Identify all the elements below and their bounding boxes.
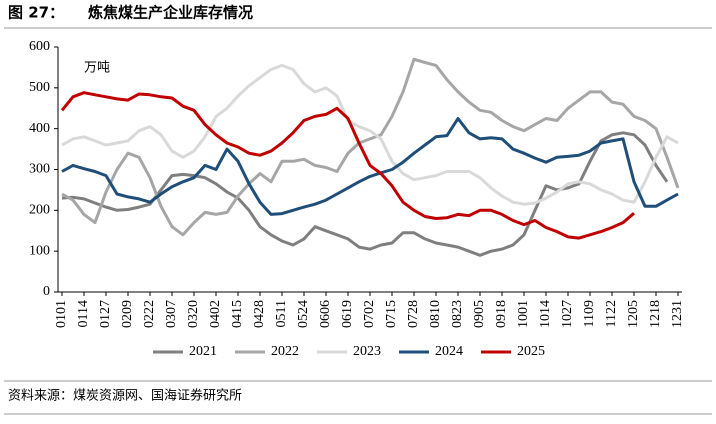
y-tick-label: 0 [43,284,50,299]
x-tick-label: 0810 [428,300,443,328]
chart-title: 炼焦煤生产企业库存情况 [88,4,253,22]
x-tick-label: 1014 [538,300,553,328]
series-line [61,131,669,257]
legend-label: 2024 [435,344,463,359]
source-note: 资料来源：煤炭资源网、国海证券研究所 [8,388,242,404]
x-tick-label: 0127 [98,300,113,328]
series-line [61,57,680,237]
x-tick-label: 0918 [494,300,509,328]
series-line [61,117,679,216]
x-tick-label: 0402 [208,300,223,328]
x-tick-label: 0428 [252,300,267,328]
x-tick-label: 0320 [186,300,201,328]
x-tick-label: 1122 [604,300,619,327]
y-tick-label: 300 [29,162,50,177]
legend-label: 2022 [271,344,299,359]
x-tick-label: 1027 [560,300,575,328]
x-tick-label: 0101 [54,300,69,328]
y-tick-label: 500 [29,80,50,95]
x-tick-label: 0702 [362,300,377,328]
legend-label: 2023 [353,344,381,359]
x-tick-label: 0905 [472,300,487,328]
x-tick-label: 0114 [76,300,91,327]
y-tick-label: 100 [29,243,50,258]
x-tick-label: 0728 [406,300,421,328]
x-tick-label: 1218 [648,300,663,328]
x-tick-label: 1109 [582,300,597,327]
x-tick-label: 1205 [626,300,641,328]
legend-label: 2021 [189,344,217,359]
x-tick-label: 0209 [120,300,135,328]
x-tick-label: 1001 [516,300,531,328]
series-line [60,91,635,240]
series-line [61,63,679,206]
x-tick-label: 0823 [450,300,465,328]
x-tick-label: 0222 [142,300,157,328]
figure-label: 图 27： [8,4,64,22]
y-tick-label: 600 [29,39,50,54]
x-tick-label: 0715 [384,300,399,328]
x-tick-label: 0606 [318,300,333,328]
legend-label: 2025 [517,344,545,359]
x-tick-label: 0511 [274,300,289,327]
x-tick-label: 1231 [670,300,685,328]
unit-label: 万吨 [84,61,110,76]
x-tick-label: 0619 [340,300,355,328]
x-tick-label: 0307 [164,300,179,328]
y-tick-label: 200 [29,203,50,218]
x-tick-label: 0524 [296,300,311,328]
x-tick-label: 0415 [230,300,245,328]
y-tick-label: 400 [29,121,50,136]
